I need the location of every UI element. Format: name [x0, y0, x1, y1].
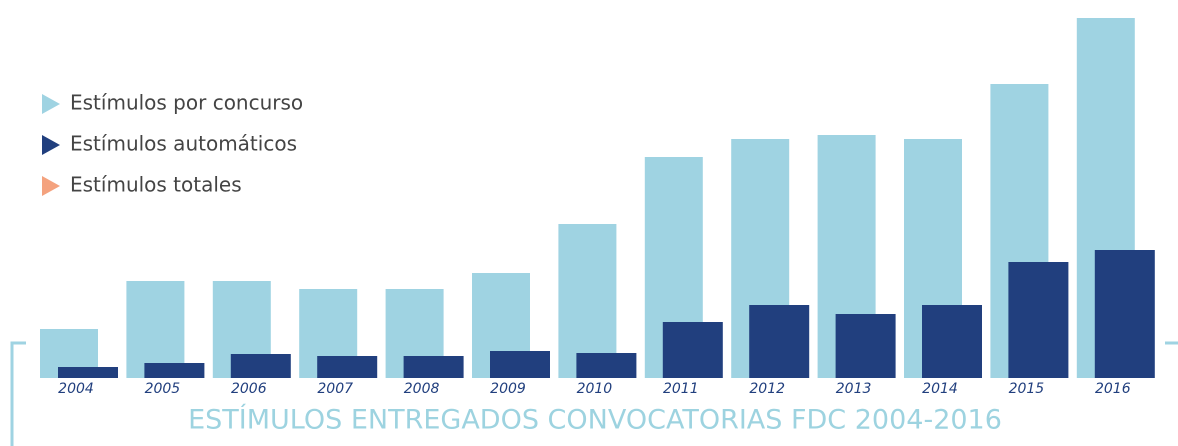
x-tick-label: 2015	[1009, 381, 1045, 397]
bar	[1008, 262, 1069, 378]
x-tick-label: 2013	[836, 381, 872, 397]
bar	[558, 224, 617, 378]
x-tick-label: 2014	[922, 381, 958, 397]
chart-title: ESTÍMULOS ENTREGADOS CONVOCATORIAS FDC 2…	[188, 404, 1002, 436]
bar	[58, 367, 118, 378]
x-tick-label: 2010	[577, 381, 613, 397]
x-tick-label: 2012	[749, 381, 785, 397]
legend-label: Estímulos automáticos	[70, 132, 297, 156]
bar	[576, 353, 637, 378]
x-tick-label: 2008	[404, 381, 440, 397]
bar	[490, 351, 550, 378]
bar	[835, 314, 896, 378]
bar	[230, 354, 291, 378]
legend-label: Estímulos por concurso	[70, 91, 303, 115]
x-tick-label: 2006	[231, 381, 267, 397]
x-tick-label: 2009	[490, 381, 526, 397]
x-tick-label: 2011	[663, 381, 699, 397]
legend-marker	[42, 135, 60, 155]
bar	[317, 356, 378, 378]
bar	[662, 322, 723, 378]
bar	[403, 356, 464, 378]
bar	[144, 363, 205, 378]
x-tick-label: 2004	[58, 381, 94, 397]
bar	[126, 281, 185, 378]
bar	[749, 305, 810, 378]
bar	[922, 305, 982, 378]
x-tick-label: 2007	[317, 381, 353, 397]
x-tick-label: 2016	[1095, 381, 1131, 397]
legend-marker	[42, 176, 60, 196]
bar	[1094, 250, 1155, 378]
bracket-left	[10, 341, 26, 446]
legend-marker	[42, 94, 60, 114]
legend-label: Estímulos totales	[70, 173, 242, 197]
x-tick-label: 2005	[145, 381, 181, 397]
